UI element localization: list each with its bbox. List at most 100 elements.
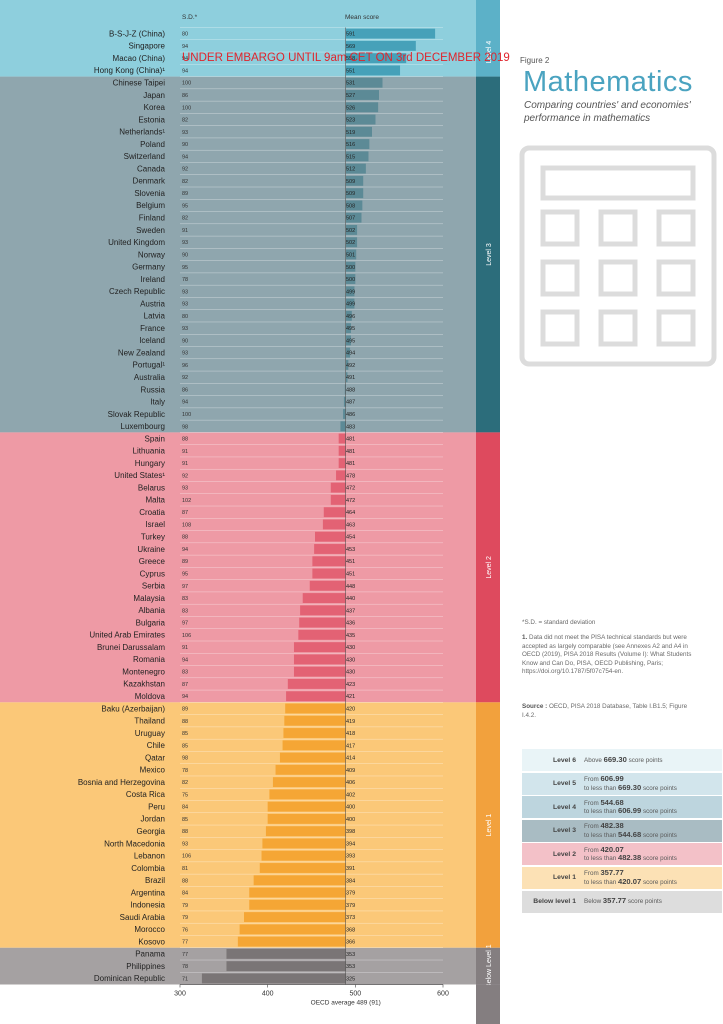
country-label: Hungary [135, 459, 165, 468]
sd-value: 79 [182, 903, 188, 909]
score-bar [345, 188, 364, 199]
score-bar [279, 752, 346, 763]
mean-value: 464 [346, 510, 355, 516]
legend-range: Below 357.77 score points [584, 896, 662, 906]
mean-value: 423 [346, 682, 355, 688]
mean-value: 454 [346, 535, 355, 541]
score-bar [338, 458, 346, 469]
score-bar [345, 225, 358, 235]
mean-value: 393 [346, 854, 355, 860]
sd-value: 87 [182, 682, 188, 688]
score-bar [345, 139, 370, 149]
sd-value: 83 [182, 670, 188, 676]
mean-value: 483 [346, 424, 355, 430]
score-bar [293, 666, 346, 677]
score-bar [283, 728, 346, 738]
sd-value: 95 [182, 265, 188, 271]
score-bar [201, 973, 346, 984]
score-bar [293, 654, 346, 665]
sd-value: 85 [182, 743, 188, 749]
sd-value: 88 [182, 829, 188, 835]
footnote-1: 1. Data did not meet the PISA technical … [522, 634, 697, 677]
score-bar [226, 961, 346, 972]
legend-level-name: Level 5 [552, 780, 576, 788]
country-label: Moldova [135, 692, 166, 701]
country-label: Qatar [145, 753, 165, 762]
score-bar [293, 642, 346, 653]
country-label: Japan [143, 91, 165, 100]
mean-value: 448 [346, 584, 355, 590]
mean-value: 402 [346, 792, 355, 798]
country-label: Dominican Republic [94, 974, 165, 983]
country-label: Morocco [134, 925, 165, 934]
mean-value: 478 [346, 473, 355, 479]
country-label: Albania [138, 606, 165, 615]
sd-footnote: *S.D. = standard deviation [522, 619, 596, 626]
sd-value: 91 [182, 645, 188, 651]
legend-range: From 482.38 to less than 544.68 score poi… [584, 821, 677, 839]
mean-value: 472 [346, 486, 355, 492]
score-bar [262, 838, 346, 849]
score-bar [340, 421, 346, 432]
sd-value: 93 [182, 486, 188, 492]
x-tick-label: 500 [349, 991, 361, 998]
mean-value: 453 [346, 547, 355, 553]
score-bar [323, 507, 346, 518]
country-label: Jordan [141, 815, 165, 824]
score-bar [315, 531, 346, 542]
sd-value: 82 [182, 780, 188, 786]
sd-value: 88 [182, 719, 188, 725]
legend-row-level2: Level 2 From 420.07 to less than 482.38 s… [522, 843, 722, 866]
legend-row-level4: Level 4 From 544.68 to less than 606.99 s… [522, 796, 722, 819]
mean-value: 463 [346, 522, 355, 528]
score-bar [345, 53, 407, 64]
sd-value: 90 [182, 142, 188, 148]
sd-value: 93 [182, 302, 188, 308]
country-label: Luxembourg [121, 422, 165, 431]
group-background [0, 76, 476, 433]
sd-value: 88 [182, 535, 188, 541]
mean-value: 472 [346, 498, 355, 504]
country-label: Peru [148, 802, 165, 811]
sd-value: 92 [182, 375, 188, 381]
country-label: United Kingdom [108, 238, 165, 247]
legend-range: Above 669.30 score points [584, 754, 663, 764]
score-bar [345, 323, 351, 334]
sd-value: 102 [182, 498, 191, 504]
sd-value: 90 [182, 338, 188, 344]
x-tick-label: 300 [174, 991, 186, 998]
mean-value: 398 [346, 829, 355, 835]
sd-value: 100 [182, 412, 191, 418]
score-bar [249, 887, 346, 898]
country-label: New Zealand [118, 348, 165, 357]
mean-value: 569 [346, 44, 355, 50]
mean-value: 531 [346, 81, 355, 87]
level-band-label: Level 3 [486, 243, 493, 266]
score-bar [285, 703, 346, 714]
mean-value: 500 [346, 277, 355, 283]
mean-value: 486 [346, 412, 355, 418]
country-label: Cyprus [140, 569, 165, 578]
legend-range: From 420.07 to less than 482.38 score poi… [584, 844, 677, 863]
score-bar [226, 948, 346, 959]
country-label: Lebanon [134, 852, 165, 861]
country-label: Costa Rica [126, 790, 166, 799]
mean-value: 451 [346, 572, 355, 578]
country-label: Brunei Darussalam [97, 643, 165, 652]
sd-value: 97 [182, 621, 188, 627]
score-bar [299, 617, 346, 628]
legend-range: From 606.99 to less than 669.30 score poi… [584, 774, 677, 792]
mean-value: 509 [346, 191, 355, 197]
country-label: Czech Republic [109, 287, 165, 296]
score-bar [302, 593, 346, 603]
country-label: Switzerland [124, 152, 165, 161]
country-label: Brazil [145, 876, 165, 885]
sd-value: 106 [182, 633, 191, 639]
score-bar [345, 200, 363, 211]
mean-value: 492 [346, 363, 355, 369]
sd-value: 82 [182, 179, 188, 185]
mean-value: 368 [346, 927, 355, 933]
country-label: Italy [150, 398, 165, 407]
sd-value: 91 [182, 228, 188, 234]
score-bar [267, 813, 346, 824]
